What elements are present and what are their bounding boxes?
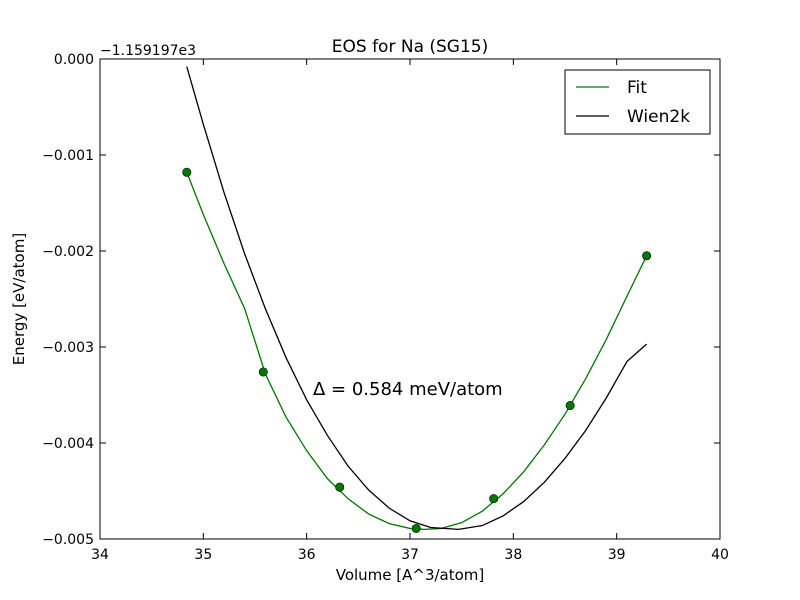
data-point: [565, 401, 575, 411]
x-tick-label: 37: [401, 547, 419, 563]
data-point: [642, 251, 652, 261]
x-tick-label: 39: [608, 547, 626, 563]
legend-fit-label: Fit: [627, 78, 647, 98]
data-point: [258, 367, 268, 377]
y-tick-label: −0.002: [42, 244, 94, 260]
x-axis-label: Volume [A^3/atom]: [336, 566, 485, 584]
plot-area: [182, 66, 652, 533]
x-tick-label: 35: [194, 547, 212, 563]
legend: Fit Wien2k: [564, 69, 711, 135]
legend-wien2k-label: Wien2k: [627, 107, 690, 127]
y-axis-label: Energy [eV/atom]: [10, 233, 28, 365]
y-offset-text: −1.159197e3: [100, 43, 196, 59]
axis-ticks: 34 35 36 37 38 39 40 0.000 −0.001 −0.002 −0.003 −0.…: [42, 52, 729, 563]
delta-annotation: Δ = 0.584 meV/atom: [313, 379, 503, 400]
x-tick-label: 38: [504, 547, 522, 563]
series-line-wien2k: [186, 66, 648, 531]
y-tick-label: −0.005: [42, 532, 94, 548]
chart-title: EOS for Na (SG15): [332, 37, 489, 57]
y-tick-label: 0.000: [54, 52, 94, 68]
x-tick-label: 36: [298, 547, 316, 563]
y-tick-label: −0.004: [42, 436, 94, 452]
data-point: [335, 482, 345, 492]
data-point: [489, 494, 499, 504]
legend-box: [564, 69, 711, 135]
y-tick-label: −0.001: [42, 148, 94, 164]
data-point: [411, 523, 421, 533]
data-point: [182, 167, 192, 177]
x-tick-label: 34: [91, 547, 109, 563]
y-tick-label: −0.003: [42, 340, 94, 356]
x-tick-label: 40: [711, 547, 729, 563]
